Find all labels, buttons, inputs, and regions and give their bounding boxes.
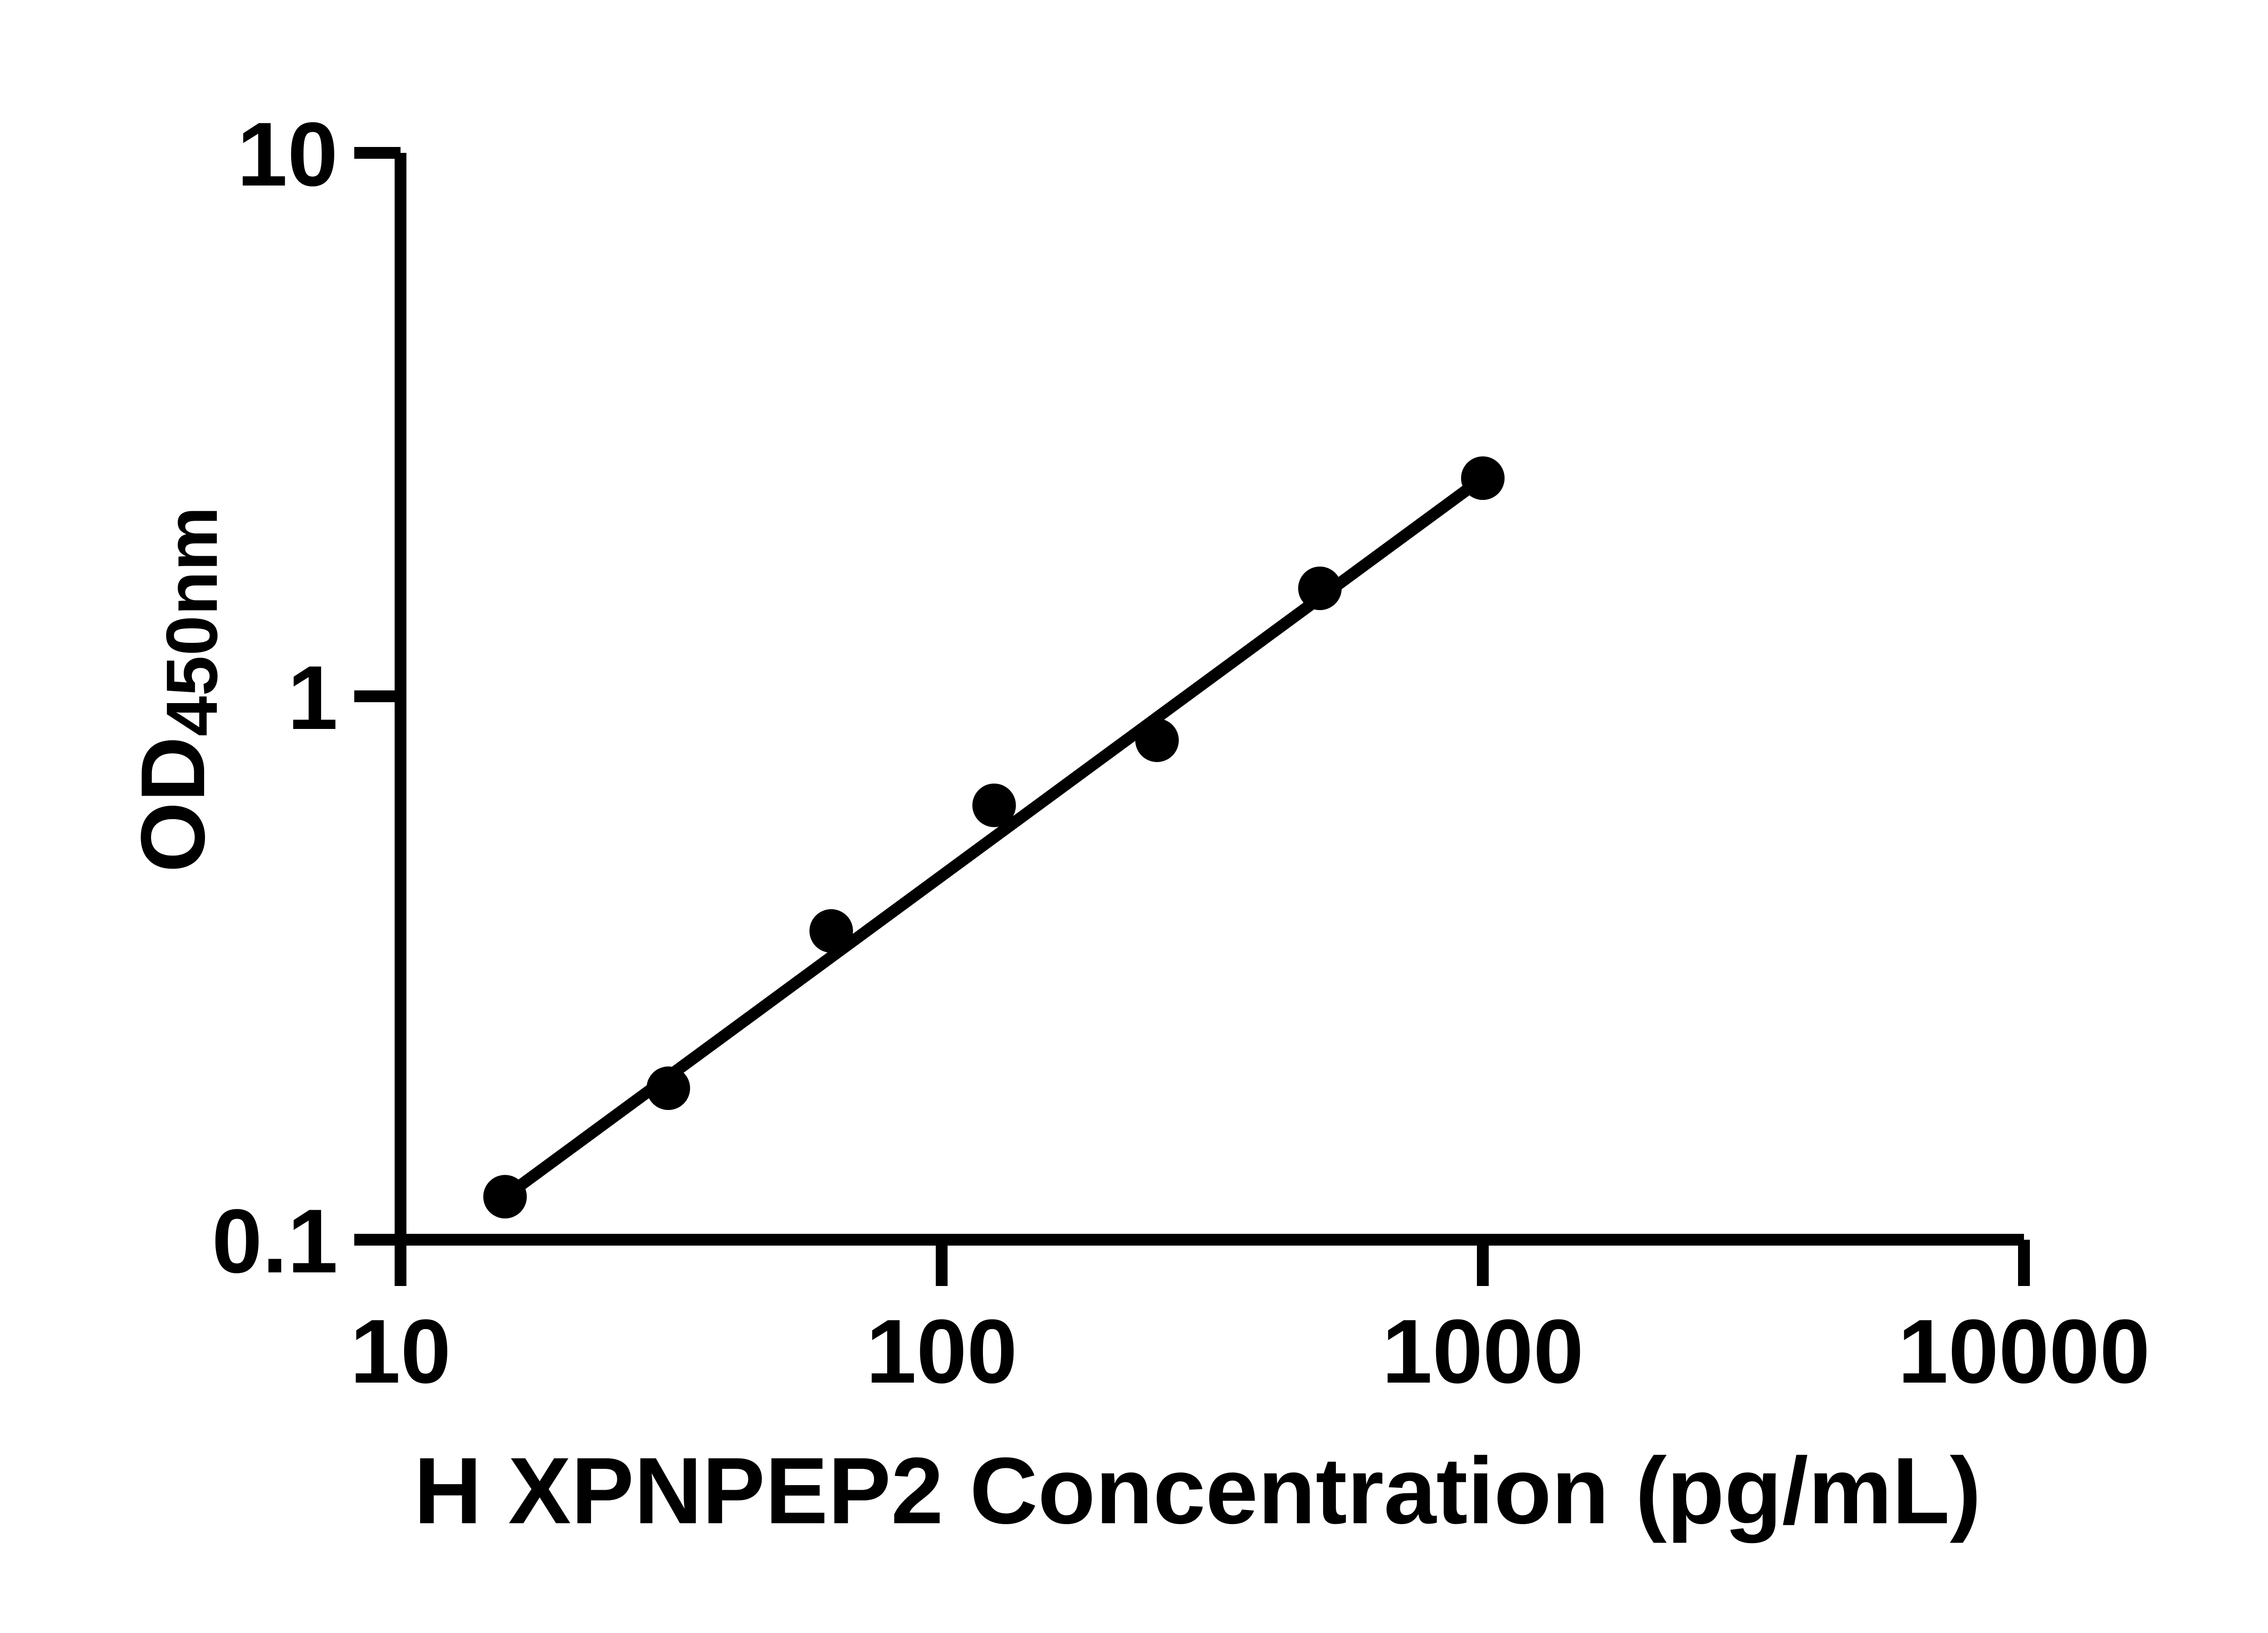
y-tick-label: 10 xyxy=(237,104,338,205)
data-point xyxy=(1461,456,1505,500)
x-axis-title: H XPNPEP2 Concentration (pg/mL) xyxy=(414,1438,1981,1544)
y-tick-label: 0.1 xyxy=(212,1191,338,1292)
data-point xyxy=(809,909,853,953)
y-tick-label: 1 xyxy=(288,647,338,748)
y-axis-title-subscript: 450nm xyxy=(151,507,232,737)
data-point xyxy=(483,1175,527,1219)
x-tick-label: 10 xyxy=(350,1301,451,1402)
data-point xyxy=(972,783,1016,827)
plot-area: 0.1 1 10 10 100 1000 10000 xyxy=(212,104,2150,1402)
y-axis-title: OD450nm xyxy=(122,507,232,873)
x-tick-label: 1000 xyxy=(1382,1301,1584,1402)
x-tick-label: 100 xyxy=(866,1301,1017,1402)
data-point xyxy=(1298,567,1342,611)
x-tick-label: 10000 xyxy=(1898,1301,2150,1402)
data-point xyxy=(1135,718,1179,762)
y-axis-title-main: OD xyxy=(122,736,224,872)
data-point xyxy=(646,1066,690,1110)
